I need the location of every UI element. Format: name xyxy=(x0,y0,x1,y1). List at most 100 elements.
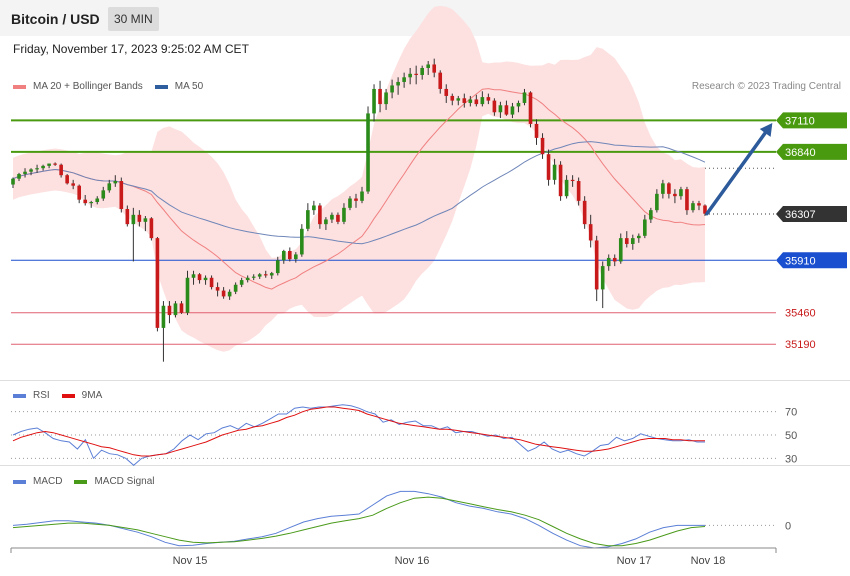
candle-body xyxy=(119,181,124,209)
macd-tick-label-0: 0 xyxy=(785,520,791,532)
candle-body xyxy=(456,98,461,101)
candle-body xyxy=(336,214,340,222)
candle xyxy=(227,289,232,300)
candle-body xyxy=(318,205,322,225)
bollinger-bands xyxy=(13,5,705,352)
price-level-label-35910: 35910 xyxy=(785,255,816,267)
rsi-series-9MA xyxy=(12,406,705,457)
candles[interactable] xyxy=(11,58,707,362)
candle-body xyxy=(360,191,364,201)
candle xyxy=(233,282,238,295)
candle-body xyxy=(474,99,479,105)
forecast-arrow-head xyxy=(759,123,773,137)
price-level-label-36840: 36840 xyxy=(785,147,816,159)
candle xyxy=(384,88,388,110)
macd-panel-divider xyxy=(0,465,850,466)
candle-body xyxy=(35,168,39,170)
candle-body xyxy=(269,273,274,276)
candle-body xyxy=(215,287,220,291)
legend-swatch-ma50 xyxy=(154,84,168,89)
candle-body xyxy=(480,97,485,105)
candle-body xyxy=(558,164,563,197)
candle-body xyxy=(330,214,334,220)
candle xyxy=(456,95,461,106)
candle xyxy=(462,93,467,108)
candle xyxy=(239,277,244,288)
candle xyxy=(348,196,352,211)
legend-label-macd-signal: MACD Signal xyxy=(94,476,155,487)
candle xyxy=(65,174,69,185)
candle-body xyxy=(89,202,94,204)
candle xyxy=(432,58,437,78)
candle-body xyxy=(637,235,641,239)
candle-body xyxy=(155,238,160,328)
candle-body xyxy=(703,205,707,214)
candle xyxy=(468,95,473,107)
candle xyxy=(71,179,75,190)
candle xyxy=(287,247,292,262)
candle xyxy=(576,177,581,206)
candle-body xyxy=(23,171,27,175)
candle-body xyxy=(582,200,587,225)
candle-body xyxy=(131,214,136,225)
candle-body xyxy=(300,228,304,255)
candle xyxy=(269,271,274,279)
candle-body xyxy=(390,85,394,93)
candle xyxy=(113,175,118,187)
moving-averages xyxy=(12,88,706,290)
candle xyxy=(312,200,316,215)
candle-body xyxy=(239,280,244,285)
candle-body xyxy=(522,92,527,103)
legend-label-ma50: MA 50 xyxy=(174,81,204,92)
forecast-arrow xyxy=(705,123,773,216)
candle xyxy=(167,301,172,324)
candle-body xyxy=(396,81,400,86)
candle-body xyxy=(432,64,437,73)
legend-item-rsi: RSI xyxy=(13,390,50,401)
candle-body xyxy=(354,198,358,201)
candle xyxy=(95,196,100,205)
candle-body xyxy=(203,277,208,281)
candle xyxy=(342,203,346,225)
candle xyxy=(324,217,328,230)
legend-item-ma50: MA 50 xyxy=(154,81,204,92)
forecast-arrow-shaft xyxy=(705,124,772,216)
candle-body xyxy=(528,92,533,124)
candle xyxy=(59,163,63,178)
candle-body xyxy=(426,64,431,68)
candle-body xyxy=(667,183,671,194)
candle xyxy=(600,261,605,309)
macd-series-MACD xyxy=(12,490,705,549)
candle xyxy=(318,203,322,229)
candle xyxy=(697,200,701,211)
candle-body xyxy=(618,238,623,262)
candle xyxy=(564,175,569,199)
timeframe-badge[interactable]: 30 MIN xyxy=(108,7,159,31)
candle-body xyxy=(534,123,539,138)
candle-body xyxy=(444,88,449,96)
price-level-tag-36307 xyxy=(776,206,847,223)
candle-body xyxy=(137,214,142,222)
candle xyxy=(17,172,21,182)
candle-body xyxy=(107,183,112,191)
candle xyxy=(173,301,178,318)
candle-body xyxy=(643,219,647,236)
candle xyxy=(474,94,479,107)
candle-body xyxy=(65,175,69,184)
legend-swatch-macd xyxy=(13,479,26,484)
candle xyxy=(624,231,629,248)
rsi-tick-label-30: 30 xyxy=(785,453,797,465)
candle xyxy=(125,205,130,227)
candle xyxy=(306,203,310,232)
candle xyxy=(215,282,220,297)
x-axis: Nov 15 Nov 16 Nov 17 Nov 18 xyxy=(10,547,777,567)
legend-label-bollinger: MA 20 + Bollinger Bands xyxy=(33,81,143,92)
x-tick-label: Nov 15 xyxy=(173,555,208,567)
candle-body xyxy=(366,113,370,192)
candle xyxy=(197,273,202,284)
candle xyxy=(251,274,256,281)
legend-item-macd: MACD xyxy=(13,476,62,487)
candle-body xyxy=(564,179,569,197)
price-level-label-37110: 37110 xyxy=(785,115,815,127)
